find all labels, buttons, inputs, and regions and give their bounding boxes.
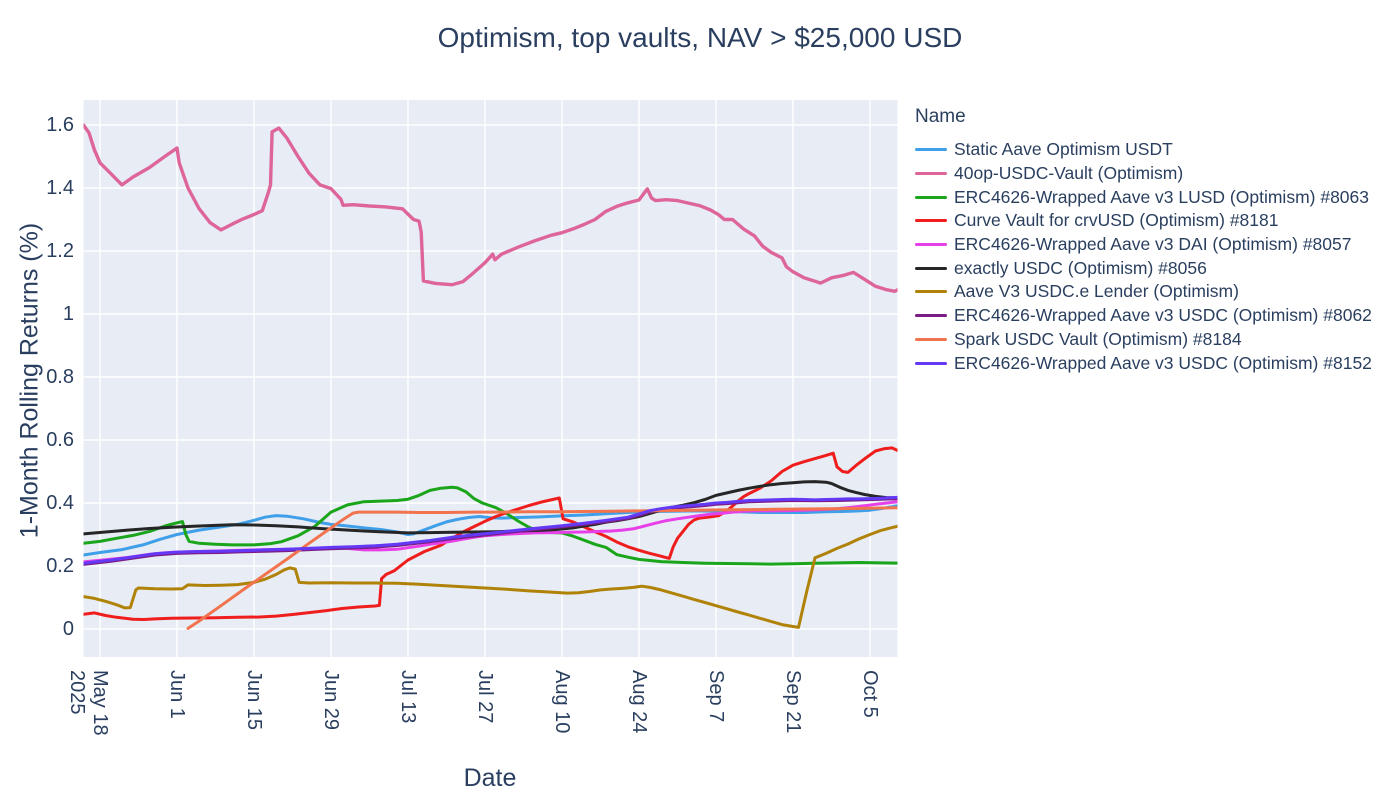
series-line-erc4626-usdc-8152[interactable] [83,495,901,565]
legend-item[interactable]: Static Aave Optimism USDT [915,138,1372,162]
x-axis-title: Date [463,764,517,792]
legend-swatch-icon [915,219,947,223]
y-tick-label: 0.6 [46,429,74,451]
legend-swatch-icon [915,337,947,341]
legend-item-label: 40op-USDC-Vault (Optimism) [954,163,1184,184]
series-line-static-aave-optimism-usdt[interactable] [83,504,901,557]
legend-item-label: ERC4626-Wrapped Aave v3 DAI (Optimism) #… [954,234,1352,255]
x-tick-label: Jul 27 [474,670,496,723]
y-tick-label: 0.2 [46,555,74,577]
legend-item[interactable]: Aave V3 USDC.e Lender (Optimism) [915,280,1372,304]
x-tick-label: Jun 15 [243,670,265,730]
x-tick-label: Jul 13 [397,670,419,723]
y-tick-label: 0 [63,618,74,640]
y-tick-label: 1.4 [46,177,74,199]
legend: Name Static Aave Optimism USDT 40op-USDC-… [915,106,1372,375]
legend-swatch-icon [915,266,947,270]
series-line-spark-usdc-8184[interactable] [186,506,900,630]
legend-item[interactable]: Curve Vault for crvUSD (Optimism) #8181 [915,209,1372,233]
legend-title: Name [915,106,966,127]
legend-items: Static Aave Optimism USDT 40op-USDC-Vault… [915,138,1372,375]
plot-area[interactable] [83,100,898,657]
x-tick-label: May 18 [89,670,111,736]
legend-item[interactable]: ERC4626-Wrapped Aave v3 USDC (Optimism) … [915,304,1372,328]
legend-item-label: ERC4626-Wrapped Aave v3 USDC (Optimism) … [954,352,1372,373]
legend-item-label: exactly USDC (Optimism) #8056 [954,257,1207,278]
x-tick-label: 2025 [66,670,88,715]
x-tick-label: Sep 21 [782,670,804,733]
legend-item-label: Static Aave Optimism USDT [954,139,1173,160]
y-tick-label: 0.8 [46,366,74,388]
legend-item-label: Aave V3 USDC.e Lender (Optimism) [954,281,1239,302]
x-tick-label: Sep 7 [705,670,727,722]
x-tick-label: Aug 24 [628,670,650,733]
series-line-40op-usdc-vault[interactable] [83,123,901,293]
legend-item[interactable]: exactly USDC (Optimism) #8056 [915,256,1372,280]
x-tick-label: Aug 10 [551,670,573,733]
series-line-erc4626-lusd-8063[interactable] [83,485,901,566]
legend-item[interactable]: ERC4626-Wrapped Aave v3 LUSD (Optimism) … [915,185,1372,209]
legend-item[interactable]: 40op-USDC-Vault (Optimism) [915,162,1372,186]
legend-item-label: ERC4626-Wrapped Aave v3 LUSD (Optimism) … [954,186,1370,207]
legend-swatch-icon [915,195,947,199]
y-axis-title: 1-Month Rolling Returns (%) [15,222,44,539]
chart-title: Optimism, top vaults, NAV > $25,000 USD [437,22,963,53]
legend-item[interactable]: ERC4626-Wrapped Aave v3 USDC (Optimism) … [915,351,1372,375]
series-line-aave-v3-usdce-lender[interactable] [83,524,901,629]
x-tick-label: Jun 29 [320,670,342,730]
legend-swatch-icon [915,172,947,176]
legend-item-label: Spark USDC Vault (Optimism) #8184 [954,328,1242,349]
legend-swatch-icon [915,148,947,152]
legend-swatch-icon [915,290,947,294]
x-tick-label: Jun 1 [166,670,188,719]
legend-item[interactable]: ERC4626-Wrapped Aave v3 DAI (Optimism) #… [915,233,1372,257]
legend-item-label: ERC4626-Wrapped Aave v3 USDC (Optimism) … [954,305,1372,326]
legend-swatch-icon [915,361,947,365]
x-tick-label: Oct 5 [859,670,881,718]
legend-item-label: Curve Vault for crvUSD (Optimism) #8181 [954,210,1279,231]
series-group [83,123,901,630]
legend-swatch-icon [915,314,947,318]
y-tick-label: 1.6 [46,114,74,136]
legend-swatch-icon [915,243,947,247]
y-tick-label: 1.2 [46,240,74,262]
y-tick-label: 0.4 [46,492,74,514]
y-tick-label: 1 [63,303,74,325]
legend-item[interactable]: Spark USDC Vault (Optimism) #8184 [915,328,1372,352]
